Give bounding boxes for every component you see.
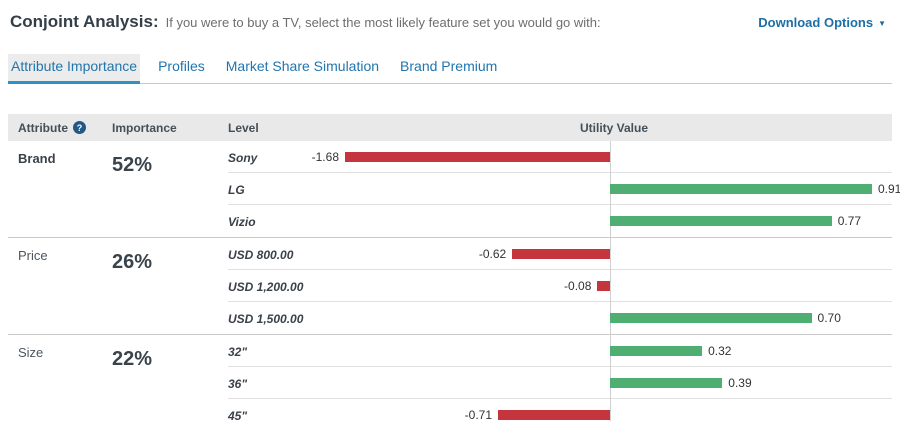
utility-bar-cell: -1.68	[312, 141, 892, 173]
zero-axis-line	[610, 270, 611, 302]
utility-bar-cell: 0.91	[345, 173, 900, 205]
utility-bar-cell: 0.77	[345, 205, 892, 238]
level-label: 45"	[228, 409, 248, 421]
download-options-button[interactable]: Download Options ▼	[758, 15, 886, 30]
utility-value-label: -0.08	[564, 279, 592, 293]
utility-value-label: 0.70	[817, 311, 841, 325]
importance-value: 52%	[112, 154, 153, 176]
attribute-name: Size	[18, 345, 44, 360]
utility-bar	[512, 249, 610, 259]
level-label: 36"	[228, 377, 248, 391]
tab-profiles[interactable]: Profiles	[158, 58, 205, 74]
utility-bar-cell: -0.71	[345, 399, 892, 421]
tab-brand-premium[interactable]: Brand Premium	[400, 58, 498, 74]
column-header-importance: Importance	[112, 120, 177, 135]
levels-list: 32" 0.32 36" 0.39 45" -0.71	[228, 335, 892, 421]
table-header-row: Attribute ? Importance Level Utility Val…	[8, 114, 892, 141]
level-label: Sony	[228, 151, 258, 165]
importance-value: 22%	[112, 348, 153, 370]
level-row: USD 1,200.00 -0.08	[228, 270, 892, 302]
utility-value-label: -0.71	[464, 408, 493, 421]
attribute-section-brand: Brand 52% Sony -1.68 LG 0.91 Vizio 0.77	[8, 141, 900, 238]
level-row: LG 0.91	[228, 173, 900, 205]
table-body: Brand 52% Sony -1.68 LG 0.91 Vizio 0.77 Price 26%…	[8, 141, 900, 421]
level-row: 32" 0.32	[228, 335, 892, 367]
level-label: USD 800.00	[228, 248, 294, 262]
level-label: USD 1,200.00	[228, 280, 304, 294]
column-header-utility-value: Utility Value	[580, 120, 649, 135]
utility-value-label: 0.77	[837, 214, 862, 228]
utility-bar	[610, 216, 832, 226]
utility-bar	[610, 184, 872, 194]
attribute-importance-table: Attribute ? Importance Level Utility Val…	[8, 114, 900, 421]
level-row: 45" -0.71	[228, 399, 892, 421]
tab-attribute-importance[interactable]: Attribute Importance	[8, 54, 141, 84]
level-row: USD 800.00 -0.62	[228, 238, 892, 270]
page-title: Conjoint Analysis:	[10, 12, 159, 31]
level-row: USD 1,500.00 0.70	[228, 302, 892, 335]
attribute-name: Brand	[18, 151, 56, 166]
attribute-section-size: Size 22% 32" 0.32 36" 0.39 45" -0.71	[8, 335, 892, 421]
importance-value: 26%	[112, 251, 153, 273]
tab-market-share-simulation[interactable]: Market Share Simulation	[225, 58, 380, 74]
zero-axis-line	[610, 238, 611, 270]
level-label: USD 1,500.00	[228, 312, 304, 326]
chevron-down-icon: ▼	[878, 18, 886, 28]
tab-bar: Attribute Importance Profiles Market Share…	[8, 54, 892, 84]
utility-value-label: 0.32	[708, 344, 732, 358]
column-header-level: Level	[228, 120, 259, 135]
level-label: 32"	[228, 345, 248, 359]
levels-list: Sony -1.68 LG 0.91 Vizio 0.77	[228, 141, 900, 238]
level-row: Sony -1.68	[228, 141, 892, 173]
attribute-name: Price	[18, 248, 48, 263]
help-icon[interactable]: ?	[73, 121, 86, 134]
utility-bar	[610, 346, 703, 356]
level-label: LG	[228, 183, 245, 197]
level-row: 36" 0.39	[228, 367, 892, 399]
page-subtitle: If you were to buy a TV, select the most…	[165, 15, 601, 30]
utility-bar	[597, 281, 610, 291]
utility-value-label: 0.39	[728, 376, 752, 390]
utility-bar-cell: -0.08	[345, 270, 892, 302]
zero-axis-line	[610, 141, 611, 173]
level-label: Vizio	[228, 215, 256, 229]
utility-bar	[610, 313, 812, 323]
utility-bar-cell: 0.39	[345, 367, 892, 399]
utility-bar-cell: 0.32	[345, 335, 892, 367]
levels-list: USD 800.00 -0.62 USD 1,200.00 -0.08 USD 1,50…	[228, 238, 892, 335]
utility-bar	[345, 152, 610, 162]
title-row: Conjoint Analysis: If you were to buy a …	[8, 12, 892, 32]
utility-value-label: 0.91	[878, 182, 900, 196]
zero-axis-line	[610, 399, 611, 421]
utility-value-label: -0.62	[478, 247, 507, 261]
column-header-attribute: Attribute ?	[8, 121, 112, 135]
attribute-section-price: Price 26% USD 800.00 -0.62 USD 1,200.00 -0.08…	[8, 238, 892, 335]
utility-bar-cell: -0.62	[345, 238, 892, 270]
utility-bar-cell: 0.70	[345, 302, 892, 335]
level-row: Vizio 0.77	[228, 205, 892, 238]
download-options-label: Download Options	[758, 15, 874, 30]
utility-bar	[610, 378, 723, 388]
utility-bar	[498, 410, 610, 420]
utility-value-label: -1.68	[311, 150, 339, 164]
